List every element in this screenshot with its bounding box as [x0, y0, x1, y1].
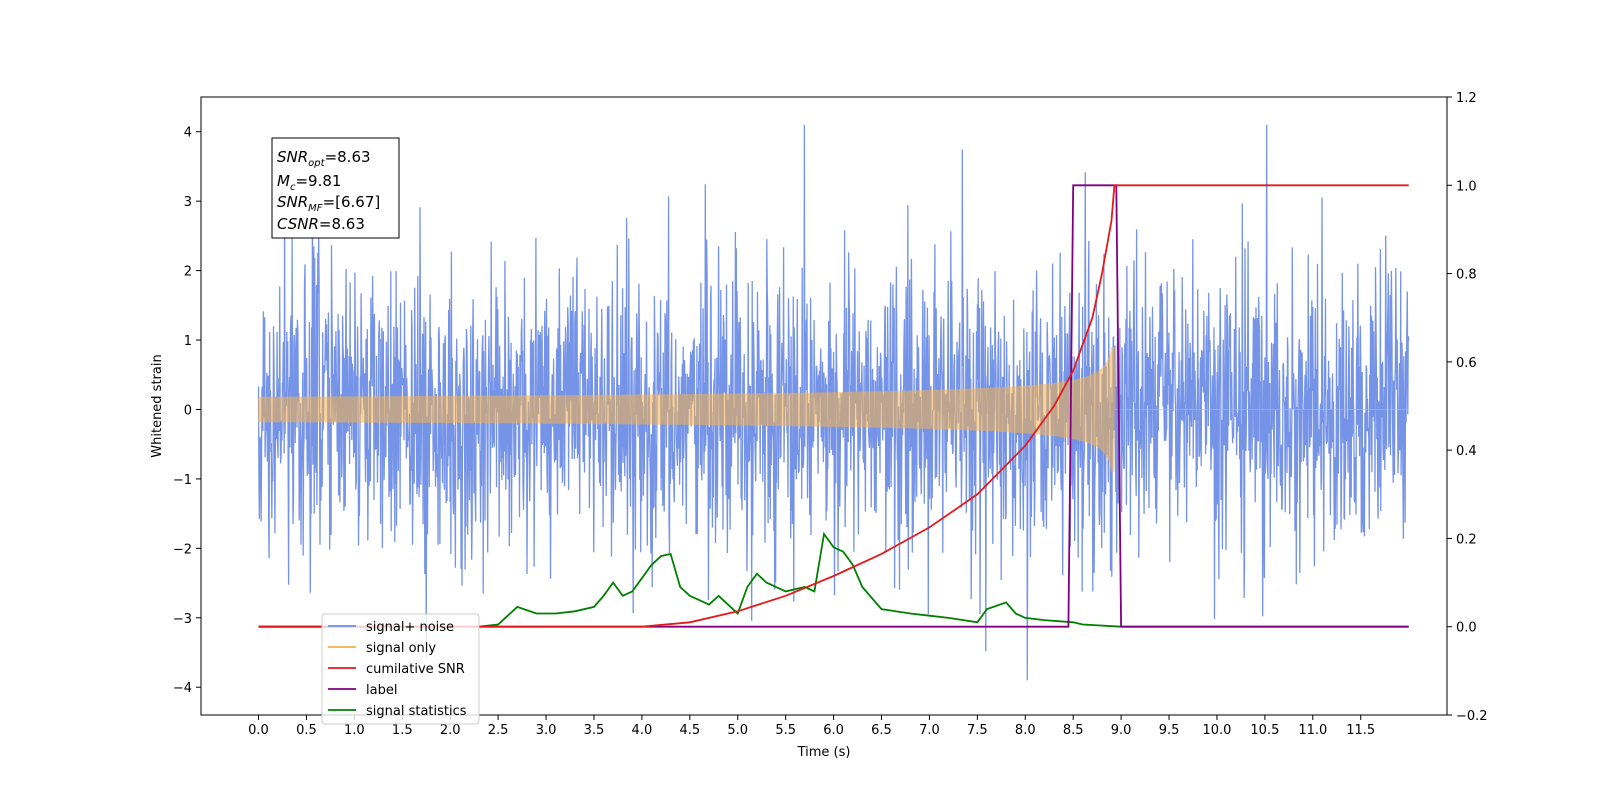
y-left-tick-label: 3	[184, 195, 192, 210]
x-tick-label: 0.5	[296, 723, 317, 738]
x-tick-label: 6.0	[823, 723, 844, 738]
legend: signal+ noise signal only cumilative SNR…	[321, 613, 480, 725]
y-right-tick-label: 0.4	[1456, 444, 1477, 459]
annotation-snr-opt: SNRopt=8.63	[277, 148, 371, 169]
plot-frame	[200, 96, 1448, 716]
x-tick-label: 1.0	[344, 723, 365, 738]
y-left-tick-label: 4	[184, 126, 192, 141]
x-tick-label: 2.5	[488, 723, 509, 738]
y-right-tick-label: 1.2	[1456, 91, 1477, 106]
y-left-tick-label: −2	[173, 542, 192, 557]
y-axis-left: 4 3 2 1 0 −1 −2 −3 −4	[173, 126, 201, 696]
series-signal-noise	[257, 124, 1410, 681]
x-tick-label: 3.0	[536, 723, 557, 738]
legend-frame	[321, 613, 480, 725]
annotation-csnr: CSNR=8.63	[277, 215, 365, 233]
x-tick-label: 8.0	[1015, 723, 1036, 738]
y-left-tick-label: 1	[184, 334, 192, 349]
series-label	[258, 184, 1409, 628]
y-right-tick-label: 0.8	[1456, 268, 1477, 283]
y-right-tick-label: 0.0	[1456, 621, 1477, 636]
x-tick-label: 4.5	[679, 723, 700, 738]
x-tick-label: 3.5	[584, 723, 605, 738]
y-axis-right: 1.2 1.0 0.8 0.6 0.4 0.2 0.0 −0.2	[1447, 91, 1488, 724]
legend-label-cumulative-snr: cumilative SNR	[366, 662, 465, 677]
y-axis-label: Whitened strain	[150, 354, 165, 457]
y-left-tick-label: −4	[173, 681, 192, 696]
legend-label-label: label	[366, 683, 397, 698]
legend-label-signal-noise: signal+ noise	[366, 620, 454, 635]
series-cumulative-snr	[258, 184, 1409, 628]
x-tick-label: 1.5	[392, 723, 413, 738]
x-tick-label: 11.0	[1298, 723, 1327, 738]
x-tick-label: 8.5	[1063, 723, 1084, 738]
legend-label-signal-statistics: signal statistics	[366, 704, 467, 719]
y-right-tick-label: −0.2	[1456, 709, 1488, 724]
series-signal-statistics	[258, 531, 1409, 628]
x-tick-label: 9.0	[1111, 723, 1132, 738]
annotation-snr-mf: SNRMF=[6.67]	[277, 193, 380, 214]
annotation-mc: Mc=9.81	[277, 172, 341, 193]
x-tick-label: 10.0	[1202, 723, 1231, 738]
annotation-box: SNRopt=8.63 Mc=9.81 SNRMF=[6.67] CSNR=8.…	[271, 137, 400, 239]
y-right-tick-label: 0.6	[1456, 356, 1477, 371]
y-left-tick-label: 2	[184, 265, 192, 280]
annotation-frame	[271, 137, 400, 239]
series-signal-only	[257, 346, 1409, 473]
y-right-tick-label: 0.2	[1456, 532, 1477, 547]
x-axis-label: Time (s)	[797, 745, 851, 760]
y-left-tick-label: −1	[173, 473, 192, 488]
y-left-tick-label: 0	[184, 403, 192, 418]
x-tick-label: 2.0	[440, 723, 461, 738]
plot-area	[257, 124, 1410, 681]
x-tick-label: 7.0	[919, 723, 940, 738]
x-tick-label: 7.5	[967, 723, 988, 738]
x-tick-label: 4.0	[632, 723, 653, 738]
y-right-tick-label: 1.0	[1456, 179, 1477, 194]
x-tick-label: 5.5	[775, 723, 796, 738]
x-tick-label: 6.5	[871, 723, 892, 738]
x-tick-label: 11.5	[1346, 723, 1375, 738]
x-axis: 0.0 0.5 1.0 1.5 2.0 2.5 3.0 3.5 4.0 4.5 5.0 5.5 6.0 6…	[248, 715, 1375, 738]
x-tick-label: 5.0	[727, 723, 748, 738]
x-tick-label: 10.5	[1250, 723, 1279, 738]
x-tick-label: 9.5	[1159, 723, 1180, 738]
x-tick-label: 0.0	[248, 723, 269, 738]
y-left-tick-label: −3	[173, 612, 192, 627]
legend-label-signal-only: signal only	[366, 641, 436, 656]
